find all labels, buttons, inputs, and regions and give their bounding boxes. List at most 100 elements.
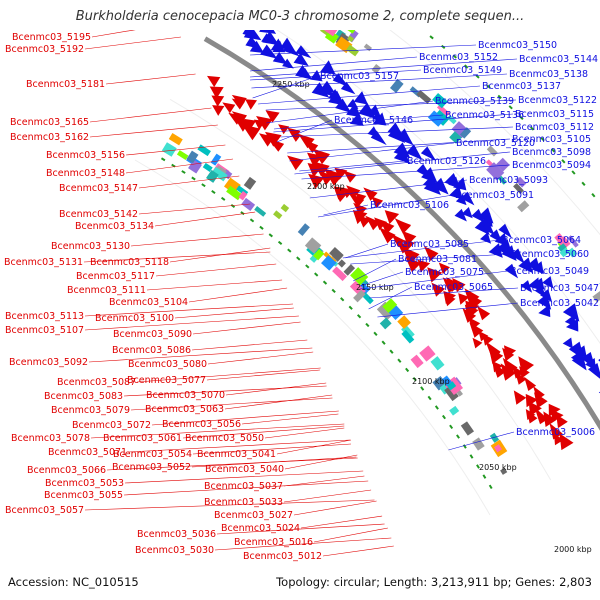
minus-strand-gene [452,277,466,293]
cog-block-inner [226,185,243,201]
minus-strand-gene [427,267,443,283]
leader-line-left [224,394,333,410]
minus-strand-gene [462,308,477,323]
leader-line-left [206,369,320,381]
cog-block-inner [188,159,202,174]
leader-line-left [138,203,251,215]
plus-strand-gene [562,337,573,349]
plus-strand-gene [335,98,352,113]
plus-strand-gene [538,304,551,318]
plus-strand-gene [372,112,387,126]
minus-strand-gene [265,131,282,147]
feature-tick-inner [249,218,255,223]
gene-label-left: Bcenmc03_5037 [204,481,283,492]
leader-line-left [191,456,357,468]
plus-strand-gene [319,60,336,75]
feature-tick-outer [382,0,386,2]
feature-tick-outer [486,84,491,89]
minus-strand-gene [363,187,378,201]
plus-strand-gene [461,207,473,219]
minus-strand-gene [245,99,257,110]
gene-label-left: Bcenmc03_5071 [48,447,127,458]
leader-line-left [284,454,358,470]
leader-line-right [249,58,518,78]
minus-strand-gene [458,293,470,305]
feature-tick-inner [442,414,446,420]
feature-tick-outer [561,159,566,164]
leader-line-left [146,279,283,291]
minus-strand-gene [417,259,431,273]
leader-line-right [344,243,389,259]
feature-tick-inner [488,484,493,490]
minus-strand-gene [244,118,257,130]
plus-strand-gene [260,44,278,59]
cog-block-inner [297,223,310,236]
leader-line-right [249,44,477,56]
feature-tick-inner [296,256,301,261]
cog-block-inner [337,259,346,268]
gene-label-left: Bcenmc03_5117 [76,271,155,282]
minus-strand-gene [556,414,568,429]
feature-tick-outer [418,26,422,30]
minus-strand-gene [265,110,280,123]
cog-block-inner [379,317,392,330]
leader-line-right [294,151,511,175]
leader-line-left [283,475,365,487]
cog-block-outer [557,242,567,252]
cog-block-outer [560,235,571,248]
plus-strand-gene [504,263,519,279]
gene-label-right: Bcenmc03_5126 [407,156,486,167]
gene-label-left: Bcenmc03_5036 [137,529,216,540]
cog-block-outer [341,30,356,34]
plus-strand-gene [474,219,490,236]
leader-line-left [241,413,339,425]
leader-line-right [342,239,501,259]
minus-strand-gene [398,220,412,233]
leader-line-left [84,303,294,317]
cog-block-outer [324,30,339,44]
plus-strand-gene [588,363,600,379]
feature-tick-outer [394,7,398,11]
leader-line-left [88,347,313,363]
leader-line-left [90,423,345,439]
minus-strand-gene [371,196,384,208]
minus-strand-gene [256,116,273,131]
feature-tick-outer [581,181,586,186]
gene-label-right: Bcenmc03_5094 [512,160,591,171]
cog-block-inner [186,150,199,164]
plus-strand-gene [259,30,277,34]
plus-strand-gene [527,277,540,290]
leader-line-left [191,339,308,351]
feature-tick-outer [540,137,545,142]
cog-block-inner [273,210,283,220]
cog-block-outer [285,4,293,12]
minus-strand-gene [343,170,357,183]
cog-block-inner [161,142,177,157]
leader-line-left [216,523,385,535]
gene-label-left: Bcenmc03_5092 [9,357,88,368]
minus-strand-gene [444,294,456,307]
gene-label-left: Bcenmc03_5052 [112,462,191,473]
cog-block-outer [432,92,448,109]
gene-label-left: Bcenmc03_5148 [46,168,125,179]
plus-strand-gene [406,144,423,161]
leader-line-left [214,537,392,551]
minus-strand-gene [524,376,537,391]
gene-label-right: Bcenmc03_5042 [520,298,599,309]
minus-strand-gene [384,210,400,225]
minus-strand-gene [534,392,548,409]
feature-tick-inner [389,349,394,354]
gene-label-left: Bcenmc03_5107 [5,325,84,336]
gene-label-left: Bcenmc03_5131 [4,257,83,268]
feature-tick-outer [464,64,469,69]
feature-tick-outer [497,94,502,99]
leader-line-left [313,527,388,543]
gene-label-left: Bcenmc03_5024 [221,523,300,534]
feature-tick-inner [220,196,226,201]
gene-label-right: Bcenmc03_5146 [334,115,413,126]
feature-tick-outer [441,44,446,49]
cog-block-inner [254,206,267,217]
feature-tick-inner [356,314,362,319]
leader-line-left [188,287,288,303]
